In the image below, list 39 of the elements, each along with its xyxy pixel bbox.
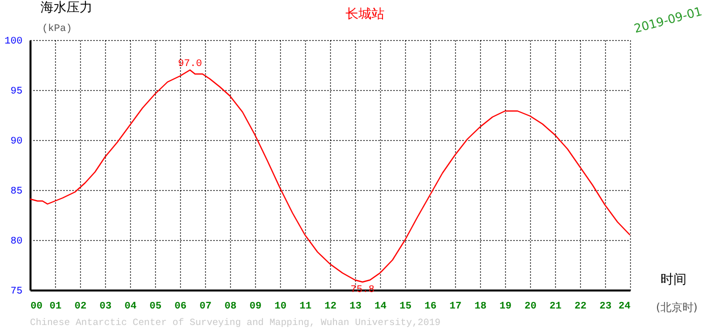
x-tick-label: 15: [399, 302, 412, 312]
x-tick-label: 05: [149, 302, 162, 312]
text: (北京时): [656, 301, 698, 314]
y-tick-label: 75: [10, 286, 22, 298]
x-tick-label: 12: [324, 302, 337, 312]
x-tick-label: 01: [49, 302, 62, 312]
x-tick-label: 07: [199, 302, 212, 312]
x-tick-label: 21: [549, 302, 562, 312]
x-axis-title: 时间: [660, 272, 686, 288]
x-tick-label: 09: [249, 302, 262, 312]
x-tick-label: 02: [74, 302, 87, 312]
y-tick-label: 95: [10, 86, 22, 98]
x-tick-label: 10: [274, 302, 287, 312]
y-tick-label: 90: [10, 136, 22, 148]
x-tick-label: 19: [499, 302, 512, 312]
annotation: 97.0: [178, 59, 202, 70]
x-tick-label: 20: [524, 302, 537, 312]
line-series: [29, 69, 631, 283]
text: (kPa): [42, 23, 72, 35]
x-tick-label: 04: [124, 302, 137, 312]
x-tick-label: 06: [174, 302, 187, 312]
x-tick-label: 14: [374, 302, 387, 312]
x-tick-label: 03: [99, 302, 112, 312]
y-tick-label: 80: [10, 236, 22, 248]
x-tick-label: 18: [474, 302, 487, 312]
x-tick-label: 00: [30, 302, 43, 312]
x-tick-label: 16: [424, 302, 437, 312]
x-tick-label: 08: [224, 302, 237, 312]
y-tick-label: 85: [10, 186, 22, 198]
x-tick-label: 11: [299, 302, 312, 312]
y-tick-label: 100: [4, 36, 22, 48]
chart-title: 长城站: [346, 7, 384, 22]
y-axis-title: 海水压力: [40, 0, 92, 16]
x-tick-label: 22: [574, 302, 587, 312]
x-tick-label: 13: [349, 302, 362, 312]
x-tick-label: 23: [599, 302, 612, 312]
x-tick-label: 24: [618, 302, 630, 312]
x-tick-label: 17: [449, 302, 462, 312]
annotation: 75.8: [350, 285, 375, 296]
